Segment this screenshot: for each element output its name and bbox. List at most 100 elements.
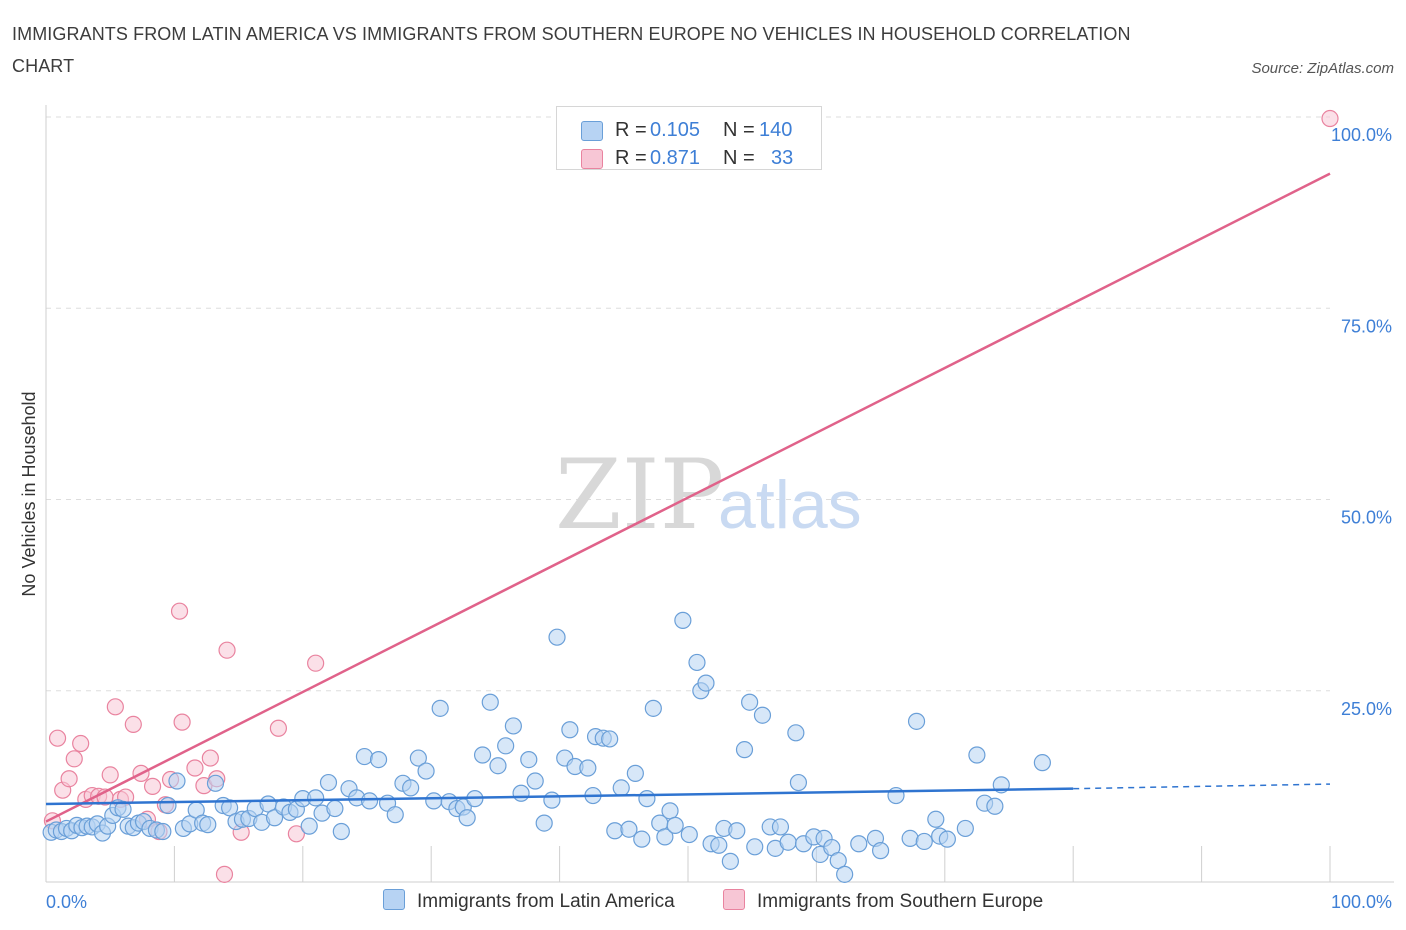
latin-america-point <box>489 757 507 775</box>
latin-america-point <box>417 762 435 780</box>
latin-america-point <box>504 717 522 735</box>
latin-america-point <box>901 829 919 847</box>
trend-lines <box>45 172 1331 823</box>
legend-item-southern-europe[interactable]: Immigrants from Southern Europe <box>723 889 1043 913</box>
latin-america-point <box>535 814 553 832</box>
n-label: N = <box>723 147 755 169</box>
latin-america-point <box>1033 754 1051 772</box>
legend-label: Immigrants from Southern Europe <box>757 891 1044 912</box>
latin-america-point <box>927 810 945 828</box>
latin-america-point <box>620 820 638 838</box>
latin-america-points <box>42 611 1051 883</box>
stats-legend: R = 0.105 N = 140 R = 0.871 N = 33 <box>556 106 822 170</box>
latin-america-point <box>887 786 905 805</box>
southern-europe-point <box>65 750 83 768</box>
latin-america-point <box>431 699 449 717</box>
latin-america-point <box>497 737 515 755</box>
southern-europe-point <box>1321 109 1339 128</box>
legend-label: Immigrants from Latin America <box>417 891 675 912</box>
latin-america-point <box>907 712 926 730</box>
latin-america-point <box>829 851 847 870</box>
x-tick-label-max: 100.0% <box>1331 892 1392 912</box>
y-axis-label: No Vehicles in Household <box>19 391 39 596</box>
southern-europe-point <box>170 602 189 620</box>
latin-america-point <box>386 806 404 824</box>
legend-swatch-blue <box>383 889 405 910</box>
latin-america-point <box>326 799 344 818</box>
latin-america-point <box>154 822 172 841</box>
latin-america-trend-line <box>45 787 1074 806</box>
latin-america-point <box>473 746 492 764</box>
latin-america-point <box>850 835 868 853</box>
latin-america-point <box>938 830 956 848</box>
latin-america-point <box>638 790 656 808</box>
latin-america-point <box>871 842 890 860</box>
latin-america-point <box>710 836 728 854</box>
southern-europe-point <box>106 698 124 716</box>
latin-america-point <box>956 819 974 838</box>
latin-america-point <box>548 628 566 646</box>
latin-america-point <box>968 746 986 764</box>
southern-europe-point <box>201 749 219 767</box>
latin-america-point <box>159 796 177 815</box>
latin-america-point <box>656 828 674 846</box>
latin-america-point <box>728 822 746 840</box>
southern-europe-point <box>101 766 119 784</box>
southern-europe-point <box>48 729 67 747</box>
southern-europe-point <box>269 719 288 737</box>
r-value: 0.871 <box>650 147 701 169</box>
latin-america-point <box>402 779 420 797</box>
latin-america-point <box>915 832 933 851</box>
latin-america-point <box>332 822 350 841</box>
latin-america-point <box>771 818 790 836</box>
r-label: R = <box>615 119 647 141</box>
latin-america-point <box>300 817 318 835</box>
latin-america-point <box>661 802 679 820</box>
latin-america-point <box>458 809 476 827</box>
latin-america-point <box>787 724 805 742</box>
axes <box>45 105 1394 883</box>
n-label: N = <box>723 119 755 141</box>
source-label: Source: ZipAtlas.com <box>1251 60 1394 77</box>
latin-america-point <box>779 833 797 851</box>
y-tick-label: 100.0% <box>1331 125 1392 145</box>
legend-swatch-blue <box>581 121 603 141</box>
chart-title: IMMIGRANTS FROM LATIN AMERICA VS IMMIGRA… <box>12 24 1131 76</box>
latin-america-point <box>644 699 662 717</box>
southern-europe-point <box>307 654 325 672</box>
latin-america-point <box>612 779 630 797</box>
southern-europe-point <box>186 759 204 777</box>
southern-europe-point <box>72 734 90 753</box>
southern-europe-trend-line <box>45 172 1331 823</box>
latin-america-point <box>836 865 854 883</box>
r-value: 0.105 <box>650 119 701 141</box>
latin-america-point <box>746 838 764 856</box>
latin-america-point <box>633 830 651 848</box>
latin-america-point <box>409 749 427 767</box>
southern-europe-point <box>218 641 236 659</box>
latin-america-point <box>601 730 619 748</box>
latin-america-point <box>481 693 499 711</box>
latin-america-point <box>741 693 759 711</box>
latin-america-point <box>369 750 388 769</box>
latin-america-point <box>721 852 739 870</box>
watermark-atlas: atlas <box>718 467 862 543</box>
latin-america-point <box>753 706 772 724</box>
southern-europe-point <box>60 770 78 788</box>
latin-america-point <box>360 792 379 810</box>
latin-america-point <box>674 611 692 629</box>
southern-europe-point <box>287 825 305 843</box>
latin-america-point <box>735 741 754 759</box>
latin-america-point <box>543 791 561 809</box>
legend-item-latin-america[interactable]: Immigrants from Latin America <box>383 889 675 913</box>
n-value: 140 <box>759 119 793 141</box>
tick-labels: 100.0% 75.0% 50.0% 25.0% 0.0% 100.0% <box>46 125 1392 912</box>
latin-america-point <box>680 825 698 844</box>
southern-europe-point <box>124 715 142 734</box>
r-label: R = <box>615 147 647 169</box>
latin-america-point <box>688 653 706 672</box>
southern-europe-point <box>173 713 191 731</box>
latin-america-point <box>986 797 1004 815</box>
watermark-zip: ZIP <box>555 439 724 551</box>
